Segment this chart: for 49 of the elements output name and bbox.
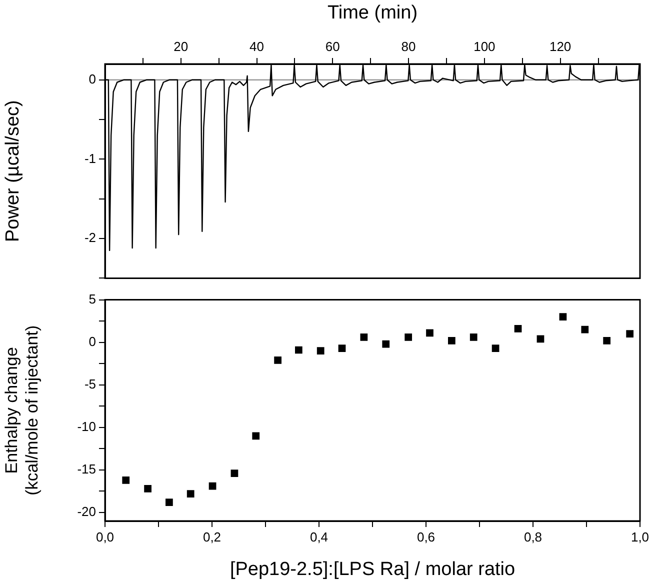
y-tick-label: -2 [84,230,96,246]
point [426,329,434,337]
x-tick-label: 1,0 [630,529,650,544]
point [166,498,173,506]
x-tick-label: 80 [401,38,416,54]
y-tick-label: -1 [84,150,96,166]
y-tick-label: -10 [77,418,96,434]
point [514,325,522,332]
x-tick-label: 0,2 [202,529,222,544]
point [603,336,611,344]
point [338,344,346,352]
point [559,313,567,320]
y-tick-label: -15 [77,462,96,477]
x-tick-label: 0,0 [96,529,114,544]
x-tick-label: 40 [250,38,264,54]
x-tick-label: 0,8 [524,529,542,544]
point [581,326,589,334]
point [448,336,456,344]
point [122,476,130,484]
point [626,330,634,338]
y-tick-label: -20 [77,504,96,520]
point [470,334,478,341]
point [536,335,544,343]
point [360,334,368,341]
point [144,484,152,492]
point [252,432,260,440]
x-tick-label: 100 [474,38,496,54]
y-tick-label: 0 [88,334,96,349]
x-tick-label: 0,6 [416,529,436,544]
point [492,344,500,352]
point [208,482,216,490]
y-tick-label: 5 [88,291,96,306]
x-axis-title: [Pep19-2.5]:[LPS Ra] / molar ratio [230,558,516,580]
y-tick-label: 0 [88,71,96,86]
x-axis-title: Time (min) [327,2,418,24]
y-axis-title: Power (µcal/sec) [2,100,24,242]
point [186,490,194,498]
point [230,470,238,478]
x-tick-label: 120 [549,38,572,54]
x-tick-label: 0,4 [310,529,328,544]
x-tick-label: 60 [325,38,340,54]
x-tick-label: 20 [174,38,188,54]
point [274,356,282,364]
y-axis-title: Enthalpy change (kcal/mole of injectant) [2,325,42,496]
point [316,347,324,355]
point [382,340,390,348]
point [404,334,412,341]
point [294,346,302,354]
y-tick-label: -5 [84,376,96,392]
